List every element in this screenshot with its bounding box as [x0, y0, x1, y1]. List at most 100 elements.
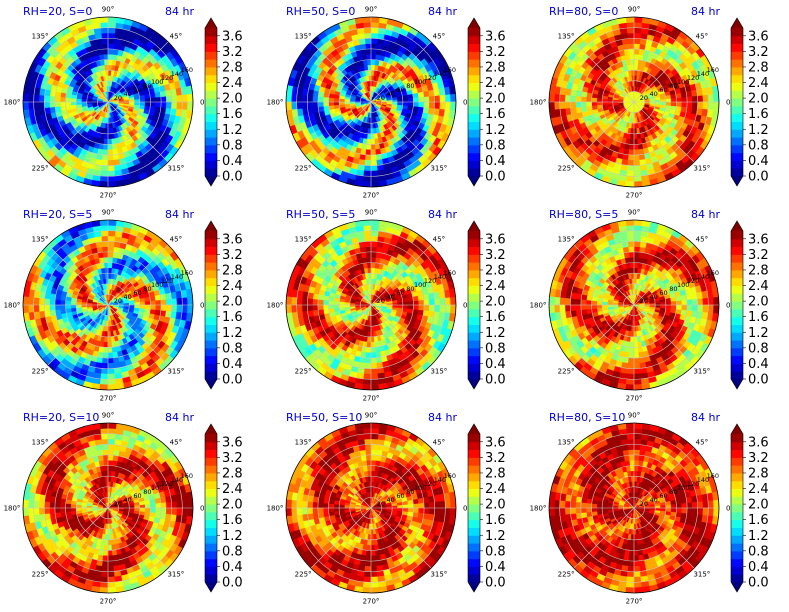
colorbar-segment [468, 231, 480, 240]
colorbar-tick-label: 3.6 [222, 232, 243, 247]
radial-tick-label: 80 [669, 285, 677, 293]
colorbar: 0.00.40.81.21.62.02.42.83.23.6 [204, 17, 243, 187]
colorbar-segment [468, 137, 480, 146]
colorbar-tick-label: 0.4 [748, 357, 769, 372]
colorbar-extend-min [205, 582, 217, 592]
polar-field [23, 220, 193, 390]
colorbar-segment [468, 511, 480, 521]
colorbar-extend-min [205, 176, 217, 186]
colorbar-tick-label: 0.8 [485, 341, 506, 356]
colorbar: 0.00.40.81.21.62.02.42.83.23.6 [730, 17, 769, 187]
angular-tick-label: 135° [32, 439, 49, 447]
colorbar-segment [731, 43, 743, 52]
grid-spoke [310, 507, 372, 569]
grid-spoke [107, 447, 169, 509]
colorbar-segment [468, 144, 480, 154]
colorbar-segment [468, 308, 480, 318]
radial-tick-label: 120 [161, 480, 173, 488]
colorbar-segment [205, 488, 217, 497]
panel-time: 84 hr [165, 5, 194, 18]
radial-tick-label: 140 [171, 273, 183, 281]
angular-tick-label: 225° [558, 570, 575, 578]
colorbar-segment [731, 457, 743, 466]
colorbar-segment [731, 308, 743, 318]
colorbar-segment [205, 504, 217, 513]
colorbar-segment [731, 340, 743, 349]
angular-tick-label: 0° [463, 99, 471, 107]
colorbar-segment [468, 316, 480, 325]
colorbar-segment [205, 121, 217, 130]
colorbar-segment [731, 51, 743, 60]
colorbar-segment [205, 35, 217, 45]
angular-tick-label: 315° [693, 367, 710, 375]
grid-spoke [573, 244, 635, 306]
polar-field [286, 17, 456, 187]
colorbar-segment [731, 231, 743, 240]
colorbar-extend-min [731, 582, 743, 592]
colorbar-segment [731, 35, 743, 45]
colorbar-segment [731, 332, 743, 341]
radial-tick-label: 160 [181, 472, 193, 480]
radial-tick-label: 40 [650, 496, 658, 504]
colorbar-extend-max [468, 424, 480, 434]
colorbar-segment [205, 269, 217, 279]
angular-tick-label: 90° [365, 412, 377, 420]
angular-tick-label: 315° [167, 570, 184, 578]
colorbar-segment [731, 519, 743, 528]
colorbar-tick-label: 0.8 [485, 138, 506, 153]
colorbar-segment [731, 371, 743, 380]
colorbar-segment [205, 59, 217, 68]
colorbar-segment [205, 90, 217, 99]
polar-frame [285, 422, 457, 594]
angular-tick-label: 180° [530, 302, 547, 310]
panel-time: 84 hr [428, 411, 457, 424]
colorbar-segment [731, 574, 743, 583]
radial-tick-label: 120 [687, 480, 699, 488]
colorbar-segment [468, 472, 480, 482]
colorbar-segment [468, 535, 480, 544]
radial-tick-label: 80 [406, 82, 414, 90]
panel-title: RH=50, S=5 [286, 208, 355, 221]
radial-tick-label: 100 [677, 281, 689, 289]
colorbar-extend-max [468, 221, 480, 231]
radial-tick-label: 120 [687, 74, 699, 82]
colorbar-segment [731, 144, 743, 154]
radial-tick-label: 100 [151, 78, 163, 86]
colorbar-segment [731, 355, 743, 364]
angular-tick-label: 180° [267, 302, 284, 310]
radial-tick-label: 100 [677, 78, 689, 86]
colorbar-segment [731, 113, 743, 122]
grid-spoke [107, 244, 169, 306]
colorbar-tick-label: 1.2 [748, 326, 769, 341]
radial-tick-label: 40 [387, 90, 395, 98]
colorbar-segment [468, 355, 480, 364]
radial-tick-label: 40 [650, 90, 658, 98]
colorbar-extend-min [731, 379, 743, 389]
radial-tick-label: 160 [707, 472, 719, 480]
angular-tick-label: 270° [100, 598, 117, 606]
grid-spoke [573, 507, 635, 569]
radial-tick-label: 120 [161, 74, 173, 82]
colorbar-tick-label: 2.0 [748, 92, 769, 107]
colorbar-tick-label: 2.8 [485, 466, 506, 481]
colorbar-extend-max [205, 221, 217, 231]
radial-tick-label: 60 [133, 289, 141, 297]
panel-time: 84 hr [691, 208, 720, 221]
colorbar-segment [205, 316, 217, 325]
colorbar-tick-label: 0.4 [748, 154, 769, 169]
colorbar-segment [205, 535, 217, 544]
colorbar-segment [205, 465, 217, 474]
colorbar-extend-min [731, 176, 743, 186]
angular-tick-label: 180° [530, 505, 547, 513]
angular-tick-label: 0° [463, 505, 471, 513]
colorbar-tick-label: 0.8 [748, 138, 769, 153]
colorbar-tick-label: 0.0 [485, 576, 506, 591]
colorbar-tick-label: 0.8 [222, 138, 243, 153]
colorbar-tick-label: 2.4 [748, 482, 769, 497]
colorbar-tick-label: 3.2 [485, 248, 506, 263]
grid-spoke [633, 101, 695, 163]
colorbar-segment [205, 511, 217, 521]
colorbar-extend-max [731, 18, 743, 28]
